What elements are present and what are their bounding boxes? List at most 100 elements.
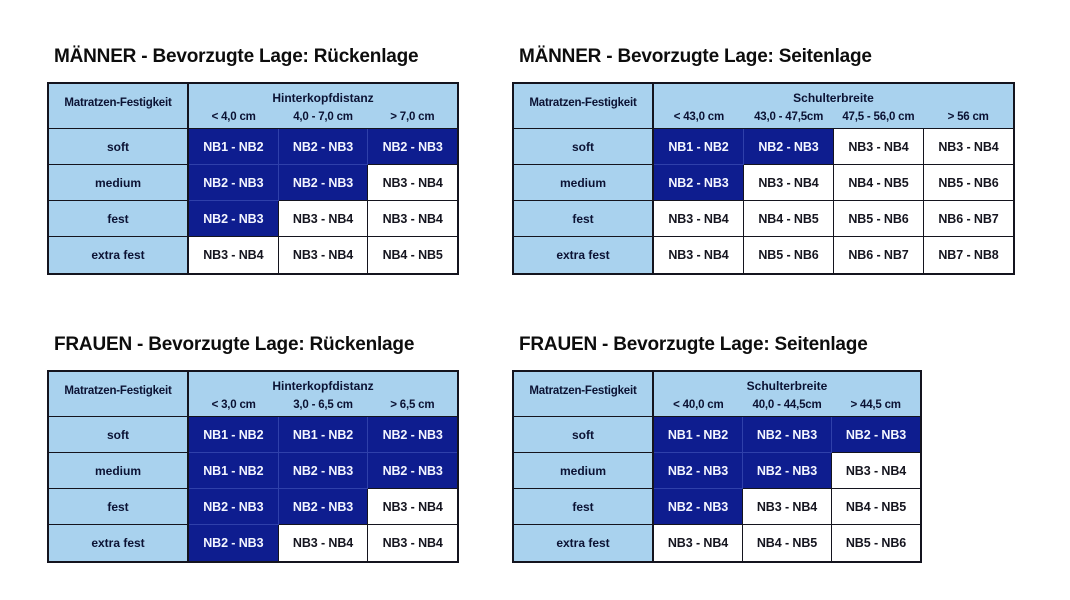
panel-frauen-seitenlage: FRAUEN - Bevorzugte Lage: Seitenlage Mat… [512, 332, 922, 563]
recommendation-cell: NB2 - NB3 [278, 489, 369, 525]
recommendation-cell: NB7 - NB8 [924, 237, 1013, 273]
firmness-row-label: soft [514, 417, 654, 453]
recommendation-cell: NB1 - NB2 [654, 129, 744, 165]
panel-maenner-rueckenlage: MÄNNER - Bevorzugte Lage: Rückenlage Mat… [47, 44, 459, 275]
firmness-table-maenner-seitenlage: Matratzen-Festigkeit Schulterbreite < 43,0… [512, 82, 1015, 275]
table-title-frauen-rueckenlage: FRAUEN - Bevorzugte Lage: Rückenlage [54, 334, 415, 355]
column-range-label: 47,5 - 56,0 cm [842, 110, 915, 123]
table-row: medium NB1 - NB2 NB2 - NB3 NB2 - NB3 [49, 453, 458, 489]
row-header-label: Matratzen-Festigkeit [49, 84, 189, 128]
table-row: fest NB2 - NB3 NB3 - NB4 NB4 - NB5 [514, 489, 920, 525]
recommendation-cell: NB3 - NB4 [924, 129, 1013, 165]
recommendation-cell: NB3 - NB4 [654, 525, 743, 561]
column-range-label: < 40,0 cm [673, 398, 724, 411]
recommendation-cell: NB6 - NB7 [834, 237, 924, 273]
table-row: fest NB2 - NB3 NB3 - NB4 NB3 - NB4 [49, 201, 458, 237]
column-group: Hinterkopfdistanz < 3,0 cm 3,0 - 6,5 cm > 6… [189, 372, 457, 416]
table-title-frauen-seitenlage: FRAUEN - Bevorzugte Lage: Seitenlage [519, 334, 868, 355]
recommendation-cell: NB5 - NB6 [924, 165, 1013, 201]
firmness-row-label: fest [49, 201, 189, 237]
firmness-row-label: fest [514, 489, 654, 525]
recommendation-cell: NB3 - NB4 [654, 237, 744, 273]
column-range-label: > 44,5 cm [850, 398, 902, 411]
table-header-row: Matratzen-Festigkeit Hinterkopfdistanz < 3… [49, 372, 457, 417]
recommendation-cell: NB3 - NB4 [189, 237, 279, 273]
column-group-label: Hinterkopfdistanz [272, 378, 374, 393]
table-header-row: Matratzen-Festigkeit Schulterbreite < 40,0… [514, 372, 920, 417]
column-range-row: < 43,0 cm 43,0 - 47,5cm 47,5 - 56,0 cm > 56… [654, 107, 1013, 128]
recommendation-cell: NB2 - NB3 [278, 165, 369, 201]
table-row: extra fest NB3 - NB4 NB4 - NB5 NB5 - NB6 [514, 525, 920, 561]
firmness-row-label: soft [49, 417, 189, 453]
row-header-label: Matratzen-Festigkeit [514, 84, 654, 128]
recommendation-cell: NB2 - NB3 [189, 165, 279, 201]
column-range-row: < 3,0 cm 3,0 - 6,5 cm > 6,5 cm [189, 395, 457, 416]
recommendation-cell: NB3 - NB4 [278, 525, 369, 561]
recommendation-cell: NB3 - NB4 [278, 201, 369, 237]
recommendation-cell: NB3 - NB4 [744, 165, 834, 201]
table-row: medium NB2 - NB3 NB2 - NB3 NB3 - NB4 [514, 453, 920, 489]
table-row: soft NB1 - NB2 NB2 - NB3 NB2 - NB3 [514, 417, 920, 453]
column-group: Hinterkopfdistanz < 4,0 cm 4,0 - 7,0 cm > 7… [189, 84, 457, 128]
table-row: soft NB1 - NB2 NB2 - NB3 NB3 - NB4 NB3 - NB4 [514, 129, 1013, 165]
firmness-row-label: extra fest [514, 237, 654, 273]
panel-frauen-rueckenlage: FRAUEN - Bevorzugte Lage: Rückenlage Mat… [47, 332, 459, 563]
recommendation-cell: NB2 - NB3 [654, 453, 743, 489]
column-range-label: > 7,0 cm [390, 110, 435, 123]
recommendation-cell: NB2 - NB3 [368, 453, 458, 489]
column-group-label: Schulterbreite [793, 90, 874, 105]
recommendation-cell: NB2 - NB3 [189, 489, 279, 525]
recommendation-cell: NB3 - NB4 [368, 165, 458, 201]
recommendation-cell: NB3 - NB4 [368, 201, 458, 237]
recommendation-cell: NB4 - NB5 [832, 489, 920, 525]
table-row: extra fest NB2 - NB3 NB3 - NB4 NB3 - NB4 [49, 525, 458, 561]
table-row: soft NB1 - NB2 NB2 - NB3 NB2 - NB3 [49, 129, 458, 165]
table-row: fest NB2 - NB3 NB2 - NB3 NB3 - NB4 [49, 489, 458, 525]
column-range-label: < 3,0 cm [211, 398, 256, 411]
recommendation-cell: NB2 - NB3 [278, 453, 369, 489]
recommendation-cell: NB2 - NB3 [654, 165, 744, 201]
table-row: extra fest NB3 - NB4 NB3 - NB4 NB4 - NB5 [49, 237, 458, 273]
recommendation-cell: NB2 - NB3 [654, 489, 743, 525]
column-range-label: 4,0 - 7,0 cm [293, 110, 353, 123]
recommendation-cell: NB2 - NB3 [743, 453, 832, 489]
recommendation-cell: NB3 - NB4 [834, 129, 924, 165]
firmness-row-label: fest [514, 201, 654, 237]
firmness-table-frauen-seitenlage: Matratzen-Festigkeit Schulterbreite < 40,0… [512, 370, 922, 563]
panel-maenner-seitenlage: MÄNNER - Bevorzugte Lage: Seitenlage Mat… [512, 44, 1015, 275]
recommendation-cell: NB4 - NB5 [834, 165, 924, 201]
column-range-row: < 40,0 cm 40,0 - 44,5cm > 44,5 cm [654, 395, 920, 416]
recommendation-cell: NB2 - NB3 [368, 129, 458, 165]
firmness-row-label: medium [514, 165, 654, 201]
column-range-row: < 4,0 cm 4,0 - 7,0 cm > 7,0 cm [189, 107, 457, 128]
column-range-label: 3,0 - 6,5 cm [293, 398, 353, 411]
firmness-table-frauen-rueckenlage: Matratzen-Festigkeit Hinterkopfdistanz < 3… [47, 370, 459, 563]
table-row: soft NB1 - NB2 NB1 - NB2 NB2 - NB3 [49, 417, 458, 453]
recommendation-cell: NB3 - NB4 [654, 201, 744, 237]
recommendation-cell: NB3 - NB4 [832, 453, 920, 489]
recommendation-cell: NB1 - NB2 [189, 453, 279, 489]
row-header-label: Matratzen-Festigkeit [514, 372, 654, 416]
recommendation-cell: NB4 - NB5 [744, 201, 834, 237]
recommendation-cell: NB5 - NB6 [744, 237, 834, 273]
table-title-maenner-rueckenlage: MÄNNER - Bevorzugte Lage: Rückenlage [54, 46, 419, 67]
column-range-label: > 56 cm [947, 110, 989, 123]
recommendation-cell: NB1 - NB2 [654, 417, 743, 453]
firmness-row-label: soft [514, 129, 654, 165]
firmness-row-label: medium [49, 453, 189, 489]
recommendation-cell: NB4 - NB5 [743, 525, 832, 561]
column-group: Schulterbreite < 43,0 cm 43,0 - 47,5cm 47,5… [654, 84, 1013, 128]
firmness-row-label: fest [49, 489, 189, 525]
recommendation-cell: NB2 - NB3 [832, 417, 920, 453]
column-group: Schulterbreite < 40,0 cm 40,0 - 44,5cm > 44… [654, 372, 920, 416]
firmness-table-maenner-rueckenlage: Matratzen-Festigkeit Hinterkopfdistanz < 4… [47, 82, 459, 275]
row-header-label: Matratzen-Festigkeit [49, 372, 189, 416]
table-row: medium NB2 - NB3 NB2 - NB3 NB3 - NB4 [49, 165, 458, 201]
table-row: fest NB3 - NB4 NB4 - NB5 NB5 - NB6 NB6 - NB7 [514, 201, 1013, 237]
recommendation-cell: NB5 - NB6 [832, 525, 920, 561]
recommendation-cell: NB3 - NB4 [368, 525, 458, 561]
table-title-maenner-seitenlage: MÄNNER - Bevorzugte Lage: Seitenlage [519, 46, 872, 67]
table-header-row: Matratzen-Festigkeit Schulterbreite < 43,0… [514, 84, 1013, 129]
firmness-row-label: extra fest [514, 525, 654, 561]
column-range-label: 40,0 - 44,5cm [752, 398, 822, 411]
